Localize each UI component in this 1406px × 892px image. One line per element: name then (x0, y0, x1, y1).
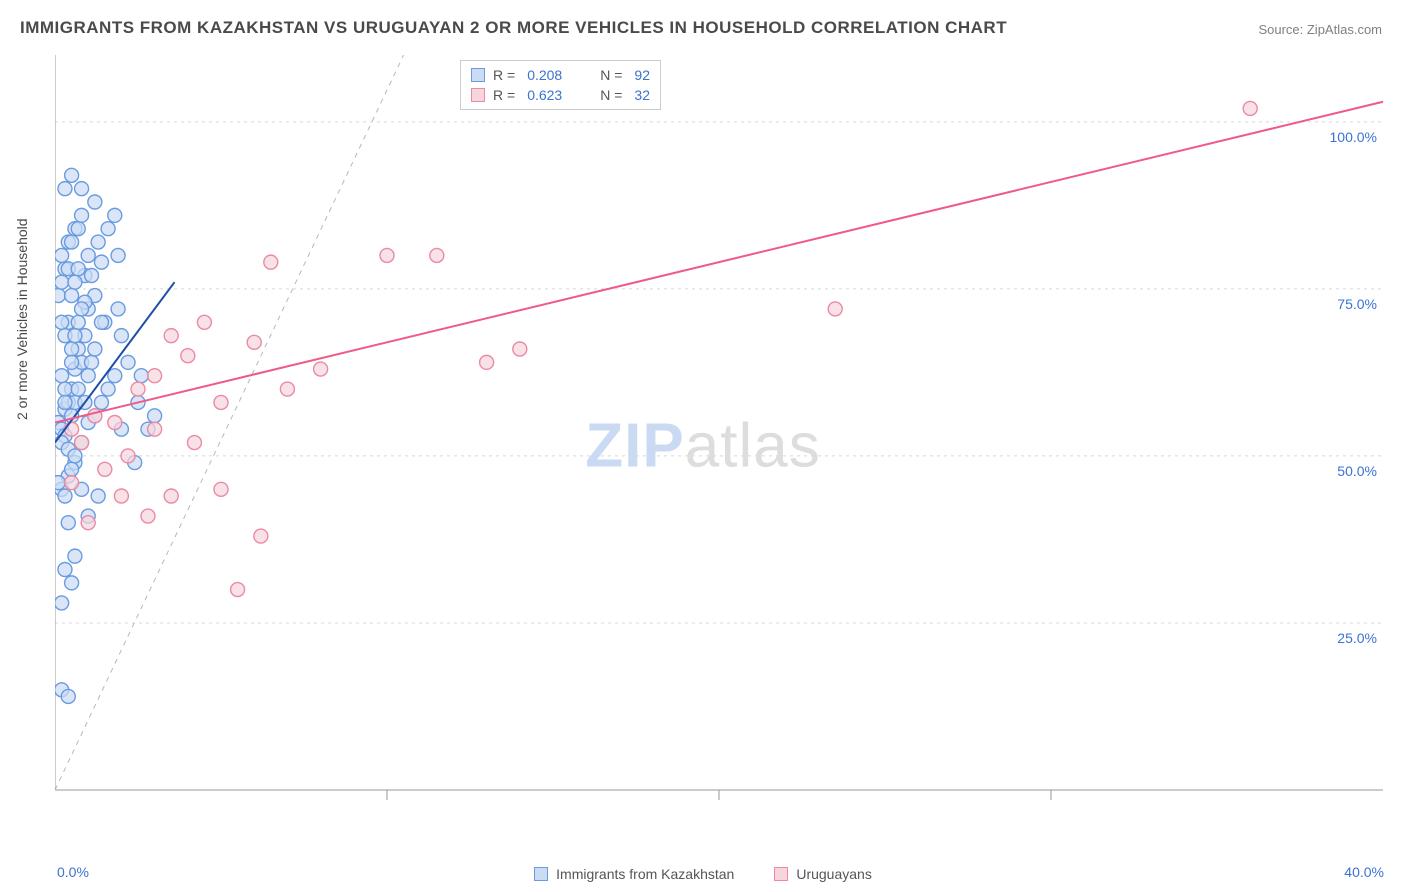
r-label: R = (493, 67, 515, 83)
legend-stats-row-uru: R = 0.623 N = 32 (471, 85, 650, 105)
y-axis-label: 2 or more Vehicles in Household (14, 218, 30, 420)
chart-title: IMMIGRANTS FROM KAZAKHSTAN VS URUGUAYAN … (20, 18, 1007, 38)
swatch-uru-icon (471, 88, 485, 102)
n-label: N = (600, 67, 622, 83)
svg-text:50.0%: 50.0% (1337, 463, 1377, 479)
swatch-kaz-icon (471, 68, 485, 82)
r-value-uru: 0.623 (527, 87, 562, 103)
legend-series: Immigrants from Kazakhstan Uruguayans (0, 866, 1406, 882)
legend-stats-row-kaz: R = 0.208 N = 92 (471, 65, 650, 85)
source-attribution: Source: ZipAtlas.com (1258, 22, 1382, 37)
legend-item-uru: Uruguayans (774, 866, 872, 882)
swatch-kaz-icon (534, 867, 548, 881)
swatch-uru-icon (774, 867, 788, 881)
scatter-plot: 25.0% 50.0% 75.0% 100.0% (55, 55, 1385, 825)
legend-item-kaz: Immigrants from Kazakhstan (534, 866, 734, 882)
legend-label-uru: Uruguayans (796, 866, 872, 882)
n-value-kaz: 92 (634, 67, 650, 83)
svg-text:75.0%: 75.0% (1337, 296, 1377, 312)
legend-stats: R = 0.208 N = 92 R = 0.623 N = 32 (460, 60, 661, 110)
legend-label-kaz: Immigrants from Kazakhstan (556, 866, 734, 882)
r-value-kaz: 0.208 (527, 67, 562, 83)
n-value-uru: 32 (634, 87, 650, 103)
svg-text:25.0%: 25.0% (1337, 630, 1377, 646)
svg-text:100.0%: 100.0% (1330, 129, 1377, 145)
n-label: N = (600, 87, 622, 103)
r-label: R = (493, 87, 515, 103)
